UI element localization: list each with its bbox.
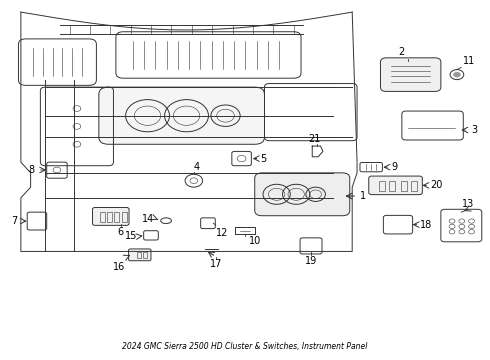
Text: 4: 4	[193, 162, 199, 172]
Bar	[115, 212, 119, 222]
Text: 9: 9	[391, 162, 397, 172]
Text: 14: 14	[142, 213, 154, 224]
Bar	[389, 181, 394, 191]
Text: 5: 5	[261, 154, 267, 163]
Text: 20: 20	[430, 180, 442, 190]
Bar	[107, 212, 112, 222]
Text: 11: 11	[463, 57, 475, 66]
Text: 19: 19	[305, 256, 318, 266]
Bar	[137, 252, 141, 258]
Text: 17: 17	[210, 259, 222, 269]
FancyBboxPatch shape	[380, 58, 441, 91]
Text: 16: 16	[113, 262, 125, 272]
Bar	[401, 181, 407, 191]
Text: 3: 3	[471, 125, 478, 135]
FancyBboxPatch shape	[369, 176, 422, 195]
Bar	[143, 252, 147, 258]
Text: 7: 7	[11, 216, 17, 226]
Bar	[122, 212, 126, 222]
FancyBboxPatch shape	[255, 173, 350, 216]
Text: 10: 10	[248, 237, 261, 247]
Text: 1: 1	[360, 191, 366, 201]
Bar	[100, 212, 105, 222]
FancyBboxPatch shape	[93, 207, 129, 225]
Text: 21: 21	[308, 134, 320, 144]
Text: 6: 6	[118, 227, 124, 237]
Text: 13: 13	[462, 199, 474, 208]
Bar	[411, 181, 416, 191]
Text: 2024 GMC Sierra 2500 HD Cluster & Switches, Instrument Panel: 2024 GMC Sierra 2500 HD Cluster & Switch…	[122, 342, 368, 351]
FancyBboxPatch shape	[128, 249, 151, 261]
Text: 15: 15	[124, 231, 137, 242]
Text: 8: 8	[28, 165, 34, 175]
Circle shape	[454, 72, 460, 77]
FancyBboxPatch shape	[99, 87, 265, 144]
Text: 12: 12	[216, 228, 228, 238]
Text: 2: 2	[398, 47, 404, 57]
Text: 18: 18	[420, 220, 433, 230]
Bar	[379, 181, 385, 191]
